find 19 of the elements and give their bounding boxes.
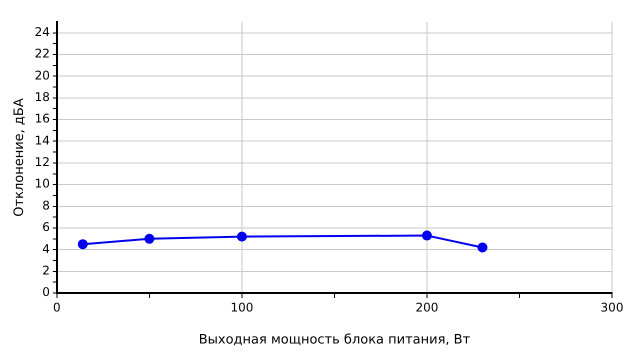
- x-tick-label: 300: [600, 300, 624, 314]
- y-tick-label: 20: [34, 68, 50, 82]
- y-tick-label: 24: [34, 24, 50, 39]
- y-tick-label: 22: [34, 46, 50, 61]
- x-axis-title: Выходная мощность блока питания, Вт: [198, 332, 471, 348]
- y-tick-label: 6: [42, 220, 50, 234]
- y-tick-label: 12: [34, 155, 50, 170]
- y-tick-label: 18: [34, 90, 50, 104]
- y-tick-label: 4: [42, 242, 50, 256]
- y-axis-title: Отклонение, дБА: [12, 98, 28, 217]
- x-tick-label: 100: [230, 300, 254, 314]
- x-tick-label: 0: [53, 300, 61, 314]
- y-tick-label: 10: [34, 176, 50, 191]
- y-tick-label: 0: [42, 285, 50, 300]
- y-tick-label: 16: [34, 112, 50, 126]
- x-tick-label: 200: [416, 300, 438, 314]
- y-tick-label: 2: [42, 263, 50, 278]
- y-tick-label: 8: [42, 198, 50, 212]
- y-tick-label: 14: [34, 133, 50, 148]
